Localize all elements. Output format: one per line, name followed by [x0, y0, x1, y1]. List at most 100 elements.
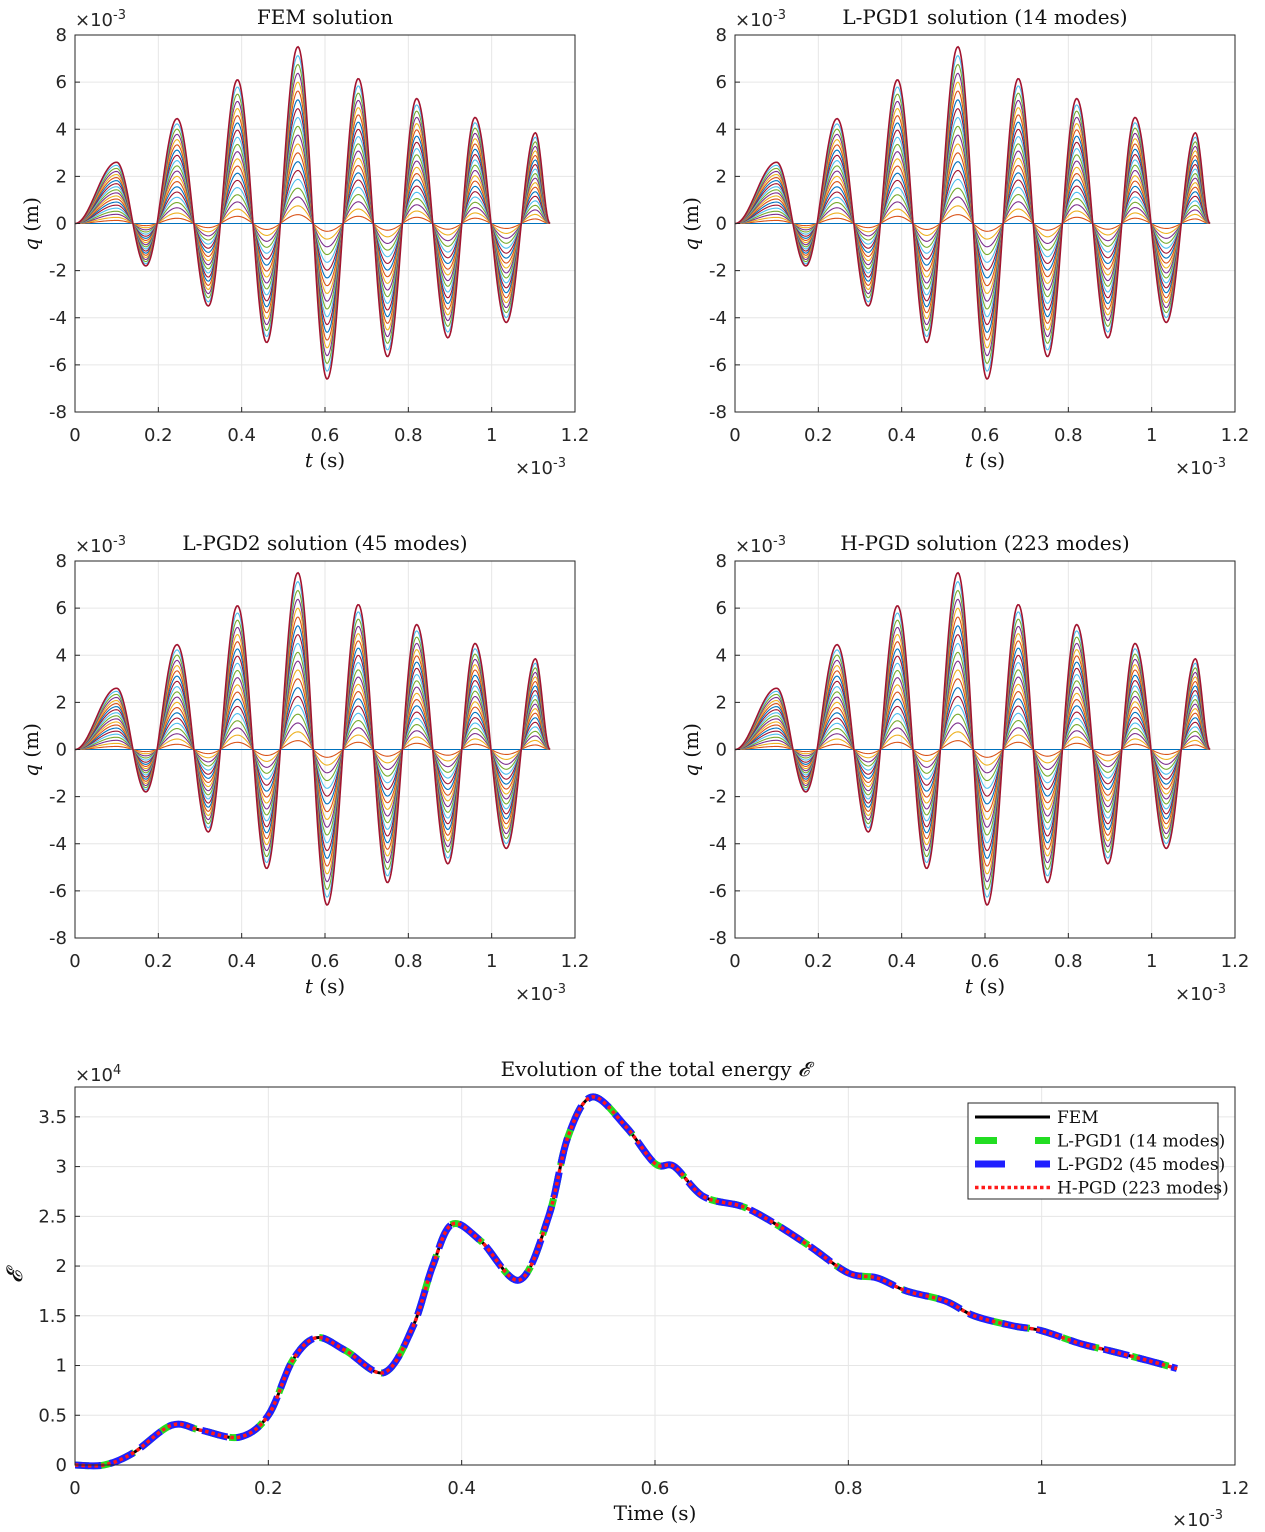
- x-axis-label: t (s): [305, 974, 345, 998]
- axes-frame: [74, 34, 576, 413]
- curve-family: [734, 571, 1211, 907]
- y-tick-label: 1.5: [38, 1306, 67, 1327]
- legend: FEM L-PGD1 (14 modes) L-PGD2 (45 modes) H-P…: [967, 1102, 1229, 1200]
- x-tick-label: 0.6: [311, 951, 340, 972]
- panel-title: Evolution of the total energy 𝓔: [501, 1057, 815, 1081]
- axes-frame: [74, 560, 576, 939]
- x-tick-label: 0.2: [254, 1478, 283, 1499]
- panel-lpgd1: 0 0.2 0.4 0.6 0.8 1 1.2 -8 -6 -4 -2 0 2 4 6 8 L-PGD1 so…: [679, 5, 1249, 479]
- y-tick-label: -4: [49, 308, 67, 329]
- y-exponent: ×10-3: [735, 534, 786, 557]
- x-tick-label: 1.2: [561, 425, 590, 446]
- series-line-20: [734, 571, 1211, 907]
- y-tick-label: -2: [709, 261, 727, 282]
- y-axis-label: q (m): [679, 197, 703, 251]
- y-tick-label: 2: [56, 692, 67, 713]
- axes-frame: [74, 1086, 1236, 1466]
- axes-frame: [734, 34, 1236, 413]
- y-exponent: ×10-3: [735, 8, 786, 31]
- energy-series: [74, 1093, 1178, 1470]
- x-tick-label: 0: [69, 425, 80, 446]
- y-tick-label: 3.5: [38, 1107, 67, 1128]
- y-tick-label: 6: [716, 598, 727, 619]
- x-tick-label: 1: [1036, 1478, 1047, 1499]
- y-exponent: ×10-3: [75, 8, 126, 31]
- tick-labels: 0 0.2 0.4 0.6 0.8 1 1.2 -8 -6 -4 -2 0 2 4 6 8: [709, 551, 1249, 972]
- curve-family: [74, 45, 551, 381]
- x-tick-label: 0.6: [971, 951, 1000, 972]
- tick-labels: 0 0.2 0.4 0.6 0.8 1 1.2 0 0.5 1 1.5 2 2.5 3 3.5: [38, 1086, 1250, 1499]
- y-tick-label: -2: [49, 261, 67, 282]
- y-tick-label: -8: [709, 928, 727, 949]
- y-tick-label: -2: [709, 787, 727, 808]
- x-axis-label: t (s): [965, 448, 1005, 472]
- series-line-20: [74, 45, 551, 381]
- tick-labels: 0 0.2 0.4 0.6 0.8 1 1.2 -8 -6 -4 -2 0 2 4 6 8: [709, 25, 1249, 446]
- y-tick-label: 0: [716, 214, 727, 235]
- y-tick-label: 4: [716, 645, 727, 666]
- y-tick-label: 0: [56, 1455, 67, 1476]
- x-axis-label: Time (s): [614, 1501, 697, 1525]
- x-exponent: ×10-3: [1175, 456, 1226, 479]
- x-tick-label: 0.2: [144, 951, 173, 972]
- y-axis-label: q (m): [679, 723, 703, 777]
- panel-hpgd: 0 0.2 0.4 0.6 0.8 1 1.2 -8 -6 -4 -2 0 2 4 6 8 H-PGD sol…: [679, 531, 1249, 1005]
- y-tick-label: 2: [716, 166, 727, 187]
- x-tick-label: 1: [1146, 425, 1157, 446]
- x-tick-label: 1: [486, 951, 497, 972]
- x-tick-label: 0.4: [227, 951, 256, 972]
- y-tick-label: 4: [56, 645, 67, 666]
- series-line-20: [74, 571, 551, 907]
- y-exponent: ×10-3: [75, 534, 126, 557]
- x-tick-label: 0.8: [394, 425, 423, 446]
- y-tick-label: -4: [709, 308, 727, 329]
- x-tick-label: 0.2: [804, 951, 833, 972]
- x-exponent: ×10-3: [515, 982, 566, 1005]
- legend-label: L-PGD2 (45 modes): [1057, 1155, 1225, 1175]
- y-tick-label: 8: [56, 25, 67, 46]
- y-tick-label: 6: [716, 72, 727, 93]
- y-tick-label: -6: [709, 355, 727, 376]
- panel-title: L-PGD2 solution (45 modes): [182, 531, 467, 555]
- x-tick-label: 1.2: [1221, 1478, 1250, 1499]
- x-tick-label: 1.2: [1221, 425, 1250, 446]
- panel-energy: 0 0.2 0.4 0.6 0.8 1 1.2 0 0.5 1 1.5 2 2.5 3 3.5 Evolut…: [3, 1057, 1249, 1531]
- y-tick-label: -8: [709, 402, 727, 423]
- y-tick-label: -4: [49, 834, 67, 855]
- x-axis-label: t (s): [305, 448, 345, 472]
- y-exponent: ×104: [75, 1063, 121, 1086]
- x-tick-label: 0.2: [144, 425, 173, 446]
- tick-labels: 0 0.2 0.4 0.6 0.8 1 1.2 -8 -6 -4 -2 0 2 4 6 8: [49, 551, 589, 972]
- x-tick-label: 0: [729, 425, 740, 446]
- panel-lpgd2: 0 0.2 0.4 0.6 0.8 1 1.2 -8 -6 -4 -2 0 2 4 6 8 L-PGD2 so…: [19, 531, 589, 1005]
- x-tick-label: 0.6: [971, 425, 1000, 446]
- axes-frame: [734, 560, 1236, 939]
- y-axis-label: q (m): [19, 197, 43, 251]
- y-tick-label: 2: [56, 166, 67, 187]
- legend-label: FEM: [1057, 1108, 1099, 1128]
- legend-label: L-PGD1 (14 modes): [1057, 1132, 1225, 1152]
- x-tick-label: 0.4: [447, 1478, 476, 1499]
- curve-family: [734, 45, 1211, 381]
- energy-line-3: [74, 1095, 1178, 1468]
- x-exponent: ×10-3: [1175, 982, 1226, 1005]
- x-tick-label: 1: [486, 425, 497, 446]
- panel-title: H-PGD solution (223 modes): [840, 531, 1129, 555]
- legend-box: [967, 1102, 1219, 1200]
- legend-items: FEM L-PGD1 (14 modes) L-PGD2 (45 modes) H-P…: [975, 1108, 1229, 1199]
- y-tick-label: 3: [56, 1157, 67, 1178]
- y-tick-label: 8: [716, 25, 727, 46]
- y-axis-label: 𝓔: [3, 1264, 28, 1283]
- y-tick-label: 0: [56, 740, 67, 761]
- y-tick-label: -6: [49, 355, 67, 376]
- y-tick-label: -6: [709, 881, 727, 902]
- y-tick-label: 4: [56, 119, 67, 140]
- y-tick-label: 1: [56, 1356, 67, 1377]
- x-tick-label: 0: [69, 1478, 80, 1499]
- y-tick-label: 8: [716, 551, 727, 572]
- x-tick-label: 0.8: [834, 1478, 863, 1499]
- y-tick-label: 0: [716, 740, 727, 761]
- y-tick-label: 0.5: [38, 1405, 67, 1426]
- y-tick-label: 2: [56, 1256, 67, 1277]
